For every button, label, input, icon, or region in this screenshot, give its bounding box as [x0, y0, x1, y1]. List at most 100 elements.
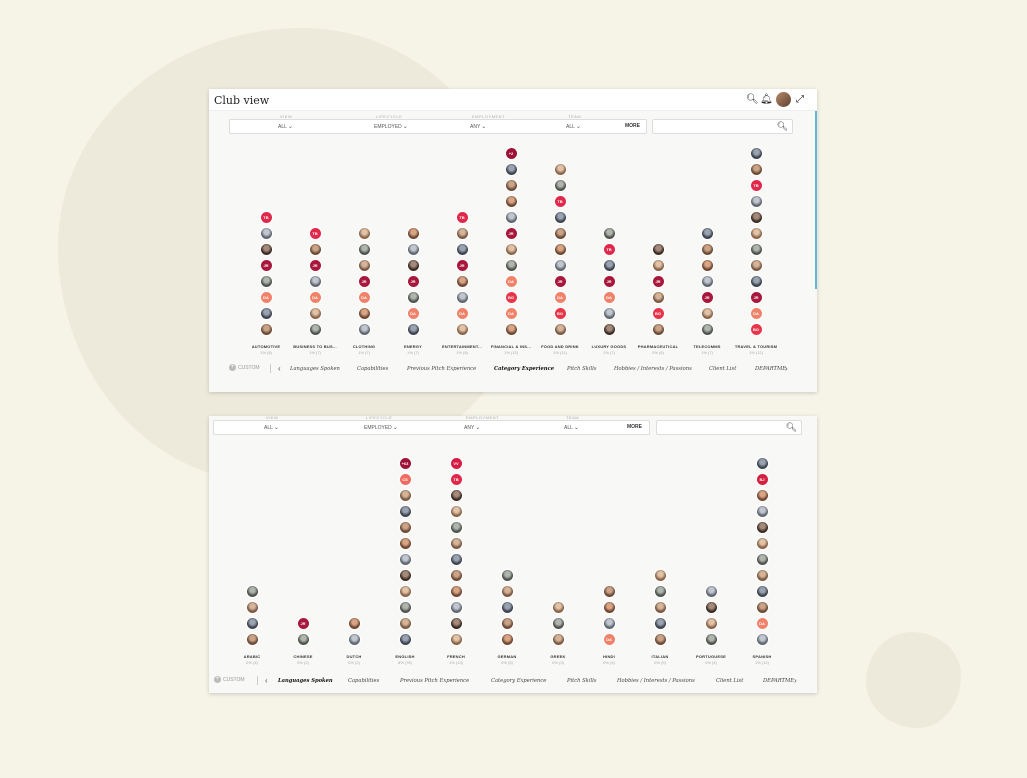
member-photo-avatar[interactable]	[407, 324, 419, 335]
member-photo-avatar[interactable]	[297, 634, 309, 645]
member-photo-avatar[interactable]	[501, 602, 513, 613]
member-initials-avatar[interactable]: BG	[554, 308, 566, 319]
member-photo-avatar[interactable]	[705, 618, 717, 629]
member-initials-avatar[interactable]: DA	[756, 618, 768, 629]
member-photo-avatar[interactable]	[505, 260, 517, 271]
member-photo-avatar[interactable]	[450, 554, 462, 565]
member-initials-avatar[interactable]: TB	[309, 228, 321, 239]
member-photo-avatar[interactable]	[246, 602, 258, 613]
tab-hobbies-interests-passions[interactable]: Hobbies / Interests / Passions	[617, 678, 695, 684]
member-photo-avatar[interactable]	[603, 586, 615, 597]
member-photo-avatar[interactable]	[654, 570, 666, 581]
member-photo-avatar[interactable]	[450, 538, 462, 549]
search-input[interactable]: 🔍︎	[652, 119, 793, 134]
member-initials-avatar[interactable]: +2	[505, 148, 517, 159]
member-photo-avatar[interactable]	[701, 244, 713, 255]
member-photo-avatar[interactable]	[456, 292, 468, 303]
member-initials-avatar[interactable]: DA	[603, 634, 615, 645]
member-initials-avatar[interactable]: DA	[750, 308, 762, 319]
member-photo-avatar[interactable]	[501, 586, 513, 597]
member-photo-avatar[interactable]	[399, 522, 411, 533]
member-photo-avatar[interactable]	[603, 618, 615, 629]
member-photo-avatar[interactable]	[603, 260, 615, 271]
member-photo-avatar[interactable]	[407, 228, 419, 239]
member-initials-avatar[interactable]: CS	[399, 474, 411, 485]
member-photo-avatar[interactable]	[450, 506, 462, 517]
member-photo-avatar[interactable]	[603, 228, 615, 239]
member-photo-avatar[interactable]	[652, 292, 664, 303]
member-photo-avatar[interactable]	[399, 506, 411, 517]
member-initials-avatar[interactable]: TB	[450, 474, 462, 485]
member-photo-avatar[interactable]	[750, 148, 762, 159]
member-photo-avatar[interactable]	[554, 228, 566, 239]
member-photo-avatar[interactable]	[701, 260, 713, 271]
member-photo-avatar[interactable]	[407, 244, 419, 255]
member-photo-avatar[interactable]	[450, 618, 462, 629]
member-photo-avatar[interactable]	[456, 276, 468, 287]
member-photo-avatar[interactable]	[654, 586, 666, 597]
member-photo-avatar[interactable]	[654, 602, 666, 613]
member-photo-avatar[interactable]	[552, 634, 564, 645]
member-photo-avatar[interactable]	[554, 324, 566, 335]
member-photo-avatar[interactable]	[450, 634, 462, 645]
member-photo-avatar[interactable]	[750, 228, 762, 239]
member-photo-avatar[interactable]	[756, 570, 768, 581]
filter-dropdown-lifecycle[interactable]: EMPLOYED⌄	[364, 424, 398, 431]
member-initials-avatar[interactable]: BG	[652, 308, 664, 319]
member-photo-avatar[interactable]	[399, 602, 411, 613]
tab-languages-spoken[interactable]: Languages Spoken	[290, 366, 340, 372]
member-initials-avatar[interactable]: TB	[456, 212, 468, 223]
member-photo-avatar[interactable]	[750, 260, 762, 271]
filter-dropdown-team[interactable]: ALL⌄	[564, 424, 579, 431]
member-photo-avatar[interactable]	[260, 324, 272, 335]
tab-pitch-skills[interactable]: Pitch Skills	[567, 678, 597, 684]
member-photo-avatar[interactable]	[554, 180, 566, 191]
member-initials-avatar[interactable]: JR	[554, 276, 566, 287]
more-filters-button[interactable]: MORE	[625, 123, 640, 129]
member-initials-avatar[interactable]: BG	[750, 324, 762, 335]
member-photo-avatar[interactable]	[348, 618, 360, 629]
member-initials-avatar[interactable]: DA	[505, 308, 517, 319]
member-photo-avatar[interactable]	[750, 276, 762, 287]
member-initials-avatar[interactable]: DA	[407, 308, 419, 319]
filter-dropdown-employment[interactable]: ANY⌄	[464, 424, 480, 431]
filter-dropdown-lifecycle[interactable]: EMPLOYED⌄	[374, 123, 408, 130]
member-initials-avatar[interactable]: JR	[701, 292, 713, 303]
member-photo-avatar[interactable]	[756, 602, 768, 613]
member-initials-avatar[interactable]: DA	[554, 292, 566, 303]
member-photo-avatar[interactable]	[554, 260, 566, 271]
member-photo-avatar[interactable]	[246, 618, 258, 629]
member-photo-avatar[interactable]	[399, 618, 411, 629]
member-photo-avatar[interactable]	[450, 586, 462, 597]
member-photo-avatar[interactable]	[450, 602, 462, 613]
member-photo-avatar[interactable]	[756, 490, 768, 501]
chevron-left-icon[interactable]: ‹	[278, 364, 281, 373]
member-photo-avatar[interactable]	[501, 570, 513, 581]
member-initials-avatar[interactable]: JR	[260, 260, 272, 271]
member-photo-avatar[interactable]	[246, 634, 258, 645]
member-initials-avatar[interactable]: VV	[450, 458, 462, 469]
member-initials-avatar[interactable]: JR	[456, 260, 468, 271]
member-initials-avatar[interactable]: TB	[260, 212, 272, 223]
member-photo-avatar[interactable]	[358, 260, 370, 271]
member-initials-avatar[interactable]: BG	[505, 292, 517, 303]
member-photo-avatar[interactable]	[654, 618, 666, 629]
tab-previous-pitch-experience[interactable]: Previous Pitch Experience	[407, 366, 477, 372]
member-photo-avatar[interactable]	[652, 244, 664, 255]
member-initials-avatar[interactable]: JR	[297, 618, 309, 629]
member-photo-avatar[interactable]	[407, 292, 419, 303]
member-photo-avatar[interactable]	[456, 244, 468, 255]
member-photo-avatar[interactable]	[705, 634, 717, 645]
more-filters-button[interactable]: MORE	[627, 424, 642, 430]
member-photo-avatar[interactable]	[756, 522, 768, 533]
member-initials-avatar[interactable]: DA	[505, 276, 517, 287]
member-photo-avatar[interactable]	[358, 308, 370, 319]
member-photo-avatar[interactable]	[501, 634, 513, 645]
member-initials-avatar[interactable]: TB	[603, 244, 615, 255]
member-photo-avatar[interactable]	[505, 196, 517, 207]
tab-departme[interactable]: DEPARTME	[763, 678, 795, 684]
member-initials-avatar[interactable]: DA	[309, 292, 321, 303]
tab-category-experience[interactable]: Category Experience	[491, 678, 547, 684]
custom-tab-button[interactable]: + CUSTOM	[214, 676, 245, 683]
member-photo-avatar[interactable]	[260, 244, 272, 255]
